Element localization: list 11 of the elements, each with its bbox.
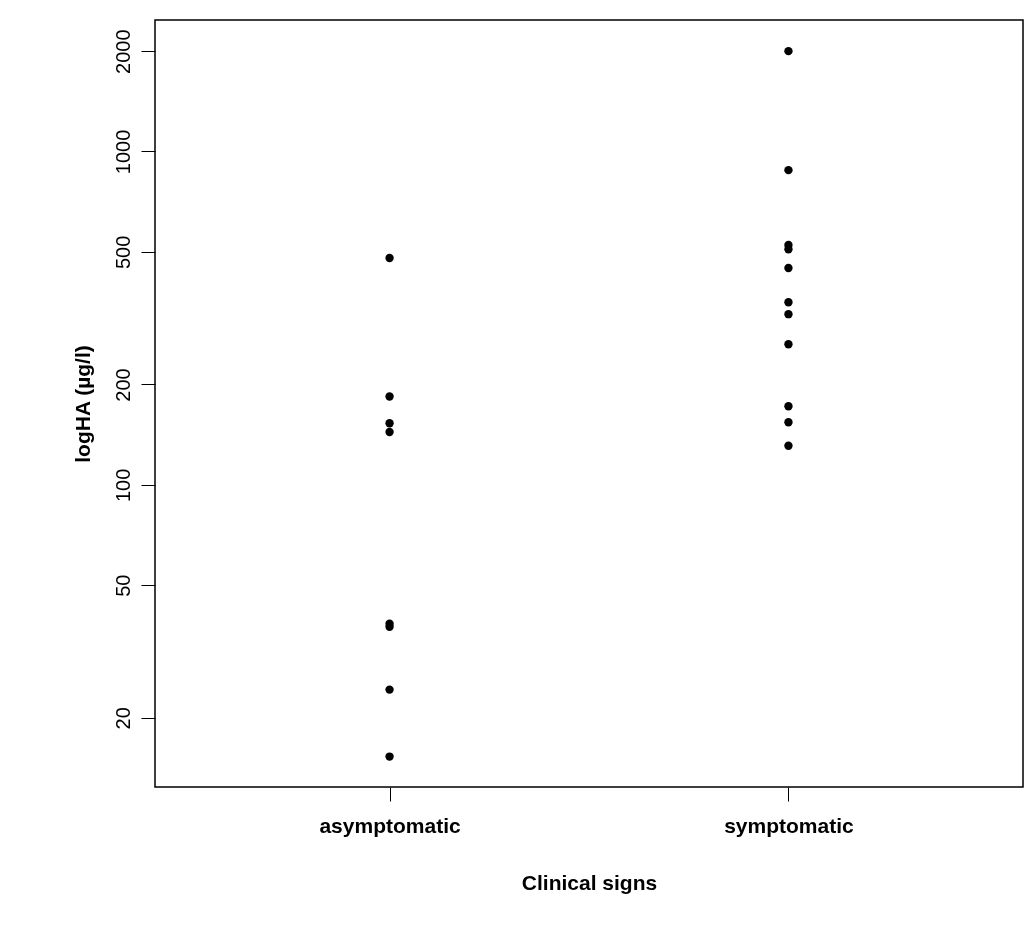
y-axis-title: logHA (µg/l) (70, 345, 94, 463)
y-tick-label: 2000 (111, 29, 134, 74)
y-tick-label: 50 (111, 574, 134, 597)
x-tick-label: asymptomatic (319, 813, 461, 837)
y-tick-label: 500 (111, 235, 134, 270)
x-axis-title: Clinical signs (521, 870, 658, 894)
y-tick-label: 1000 (111, 129, 134, 175)
x-tick-label: symptomatic (724, 813, 855, 837)
y-tick-label: 100 (111, 468, 134, 502)
y-tick-label: 20 (111, 707, 134, 730)
y-tick-label: 200 (111, 368, 134, 402)
